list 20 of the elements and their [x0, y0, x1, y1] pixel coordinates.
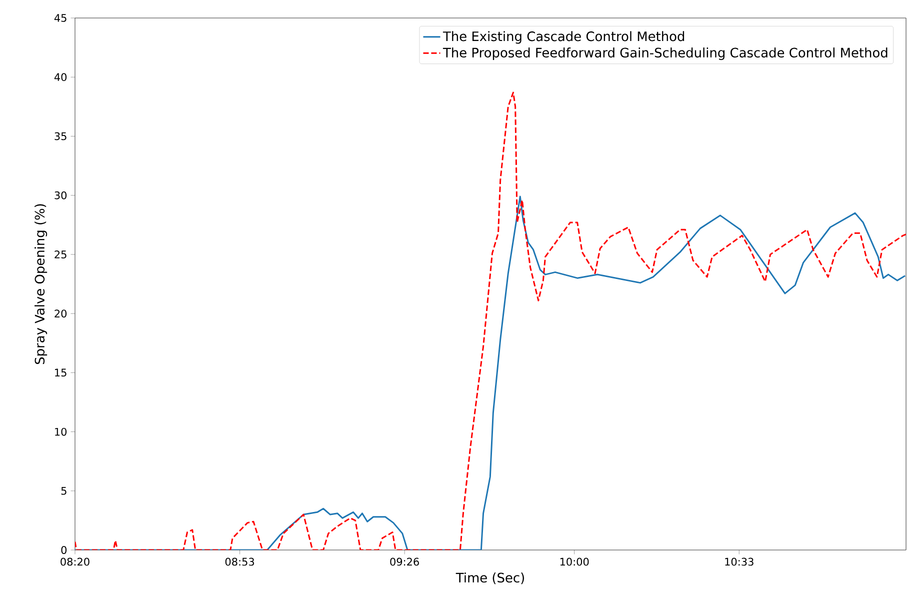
- y-axis-title: Spray Valve Opening (%): [34, 204, 48, 364]
- y-tick-label: 40: [54, 73, 67, 82]
- y-tick-label: 0: [61, 546, 67, 554]
- y-tick-label: 5: [61, 487, 66, 495]
- legend-label: The Existing Cascade Control Method: [442, 31, 684, 44]
- legend-label: The Proposed Feedforward Gain-Scheduling Cascade Control Method: [442, 47, 888, 60]
- x-axis-title: Time (Sec): [456, 572, 524, 584]
- y-tick-label: 35: [54, 132, 66, 140]
- y-tick-label: 15: [55, 368, 66, 377]
- x-tick-label: 10:00: [560, 558, 589, 566]
- y-tick-label: 30: [54, 191, 67, 200]
- x-tick-label: 08:20: [60, 558, 90, 566]
- x-tick-label: 10:33: [725, 558, 754, 566]
- x-tick-label: 08:53: [225, 558, 254, 566]
- y-tick-label: 25: [54, 250, 66, 258]
- y-tick-label: 10: [55, 428, 67, 436]
- y-tick-label: 45: [54, 14, 66, 22]
- y-tick-label: 20: [54, 310, 67, 318]
- line-series: [75, 92, 906, 550]
- x-tick-label: 09:26: [390, 558, 419, 566]
